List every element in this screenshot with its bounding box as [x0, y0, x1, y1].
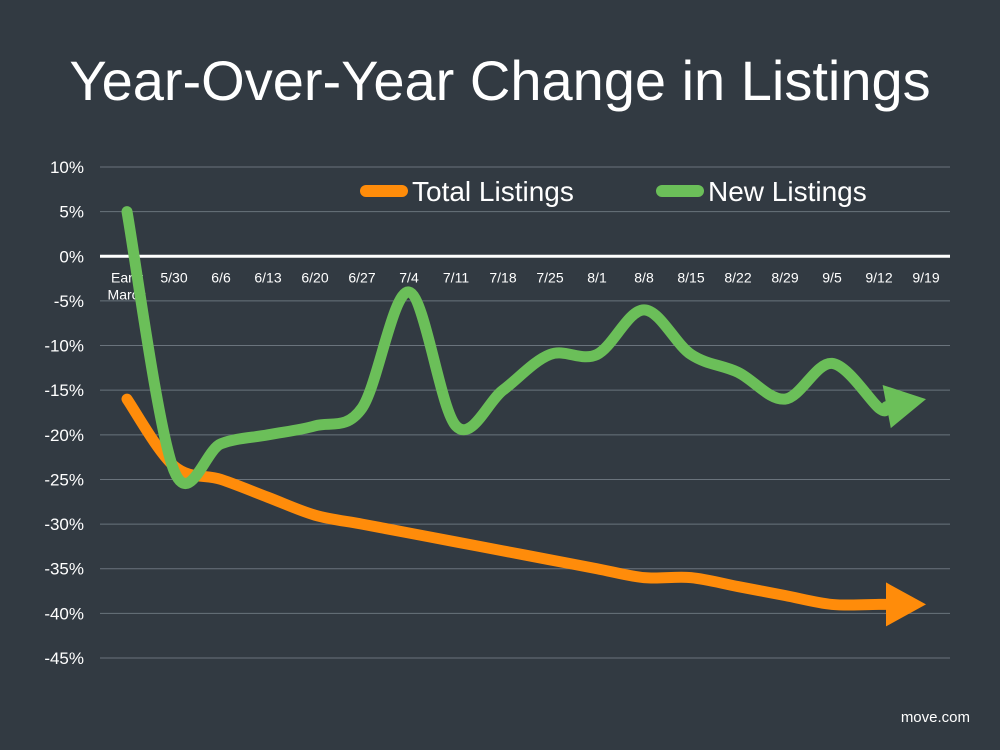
new-listings-arrow-head [882, 384, 926, 429]
x-tick-label: 8/29 [771, 269, 798, 285]
grid-lines [100, 166, 950, 659]
y-tick-label: -5% [54, 292, 84, 311]
legend-label: New Listings [708, 176, 867, 207]
total-listings-line [121, 393, 892, 611]
y-tick-label: 5% [59, 203, 84, 222]
y-tick-label: -15% [44, 381, 84, 400]
y-tick-label: -20% [44, 426, 84, 445]
x-tick-label: 8/22 [724, 269, 751, 285]
y-tick-label: -25% [44, 470, 84, 489]
legend-label: Total Listings [412, 176, 574, 207]
new-listings-line [121, 206, 893, 489]
x-tick-label: 8/8 [634, 269, 654, 285]
legend: Total Listings New Listings [360, 176, 867, 207]
x-tick-label: 9/5 [822, 269, 842, 285]
y-tick-label: -35% [44, 560, 84, 579]
x-tick-label: 6/20 [301, 269, 328, 285]
source-label: move.com [900, 709, 970, 726]
x-tick-label: 8/15 [677, 269, 704, 285]
y-tick-label: -40% [44, 604, 84, 623]
y-tick-label: 0% [59, 247, 84, 266]
x-tick-label: 9/12 [865, 269, 892, 285]
x-tick-label: 6/27 [348, 269, 375, 285]
x-tick-label: 8/1 [587, 269, 607, 285]
x-tick-label: 6/6 [211, 269, 231, 285]
x-tick-label: 7/25 [536, 269, 563, 285]
y-tick-label: -10% [44, 337, 84, 356]
y-axis-tick-labels: 10% 5% 0% -5% -10% -15% -20% -25% -30% -35% -40% -4… [44, 158, 84, 668]
x-tick-label: 7/18 [489, 269, 516, 285]
y-tick-label: -30% [44, 515, 84, 534]
y-tick-label: -45% [44, 649, 84, 668]
x-tick-label: 9/19 [912, 269, 939, 285]
x-tick-label: 7/4 [399, 269, 419, 285]
series-lines [121, 206, 927, 627]
chart-title: Year-Over-Year Change in Listings [69, 49, 931, 112]
x-tick-label: 7/11 [443, 269, 469, 285]
y-tick-label: 10% [50, 158, 84, 177]
x-tick-label: 6/13 [254, 269, 281, 285]
total-listings-arrow-head [886, 582, 926, 627]
x-tick-label: 5/30 [160, 269, 187, 285]
